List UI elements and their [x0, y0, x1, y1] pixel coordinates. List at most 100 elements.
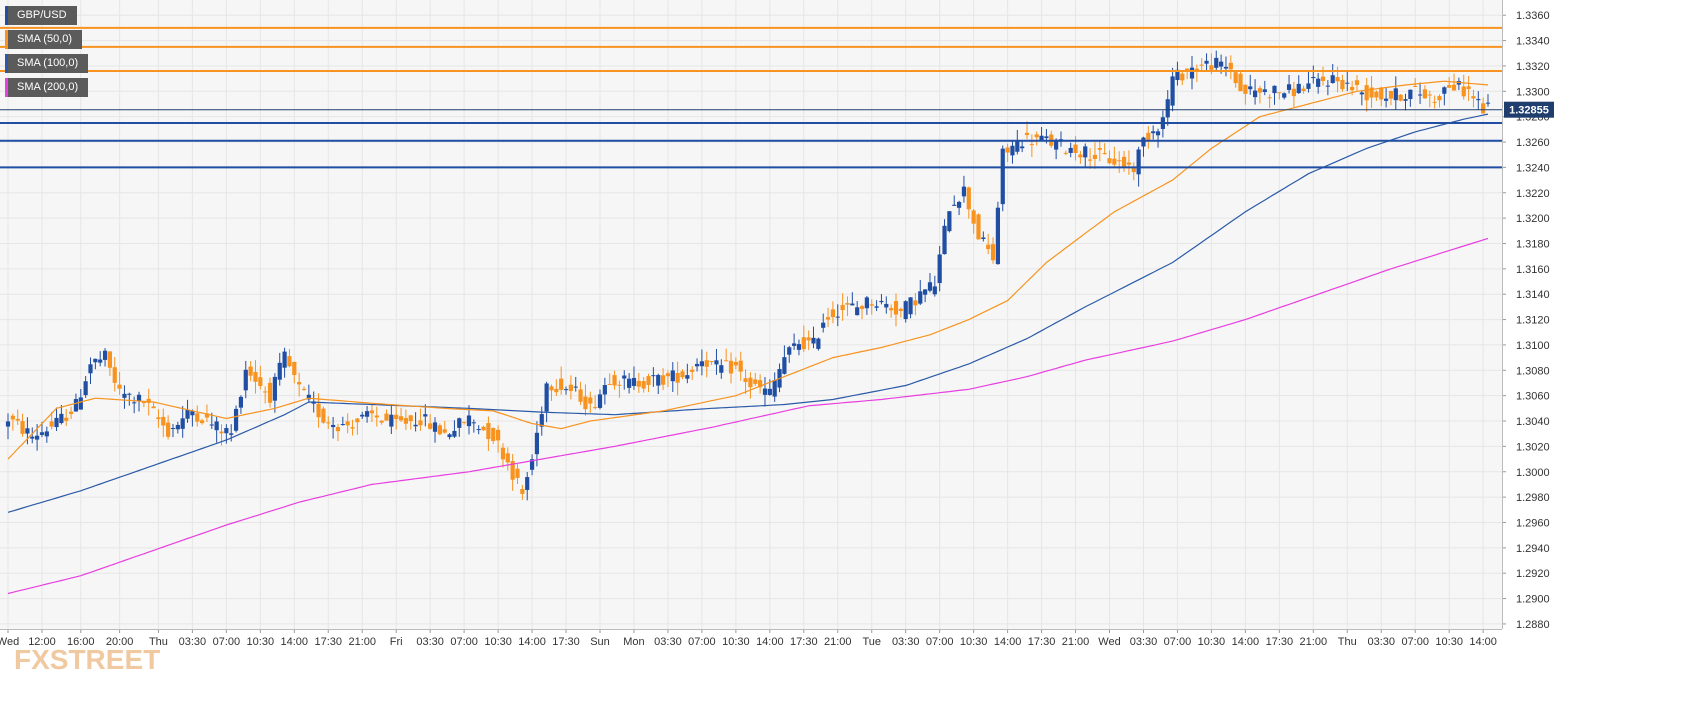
candle-body [297, 381, 302, 385]
candle-body [491, 428, 496, 441]
candle-body [1175, 69, 1180, 81]
candle-body [670, 370, 675, 382]
candle-body [520, 489, 525, 494]
x-tick-label: 10:30 [1435, 636, 1463, 648]
candle-body [243, 369, 248, 391]
candle-body [102, 350, 108, 360]
candle-body [733, 361, 738, 366]
candle-body [1107, 158, 1112, 164]
legend-color-swatch [5, 78, 8, 97]
candle-body [869, 304, 874, 306]
y-tick-label: 1.2900 [1516, 594, 1550, 606]
candle-body [685, 375, 690, 379]
candle-body [874, 306, 879, 308]
candle-body [151, 406, 156, 409]
x-tick-label: 12:00 [28, 636, 56, 648]
x-tick-label: 17:30 [1028, 636, 1056, 648]
candle-body [758, 380, 763, 388]
candle-body [947, 211, 952, 232]
candle-body [534, 432, 540, 455]
candle-body [1010, 145, 1015, 156]
candle-body [1286, 84, 1292, 90]
legend-label: SMA (50,0) [17, 33, 73, 45]
candle-body [714, 360, 719, 365]
candle-body [1408, 89, 1413, 100]
candle-body [1204, 60, 1209, 64]
candle-body [1330, 75, 1335, 84]
y-tick-label: 1.3180 [1516, 238, 1550, 250]
y-tick-label: 1.3080 [1516, 365, 1550, 377]
candle-body [1214, 57, 1219, 68]
candle-body [636, 380, 641, 387]
candle-body [1199, 64, 1204, 66]
candle-body [942, 225, 947, 255]
candle-body [83, 381, 88, 396]
candle-body [1180, 73, 1185, 81]
candle-body [209, 424, 214, 426]
x-tick-label: 21:00 [348, 636, 376, 648]
candle-body [1136, 149, 1141, 175]
x-tick-label: 10:30 [484, 636, 512, 648]
x-tick-label: 21:00 [824, 636, 852, 648]
candle-body [1461, 86, 1466, 97]
candle-body [389, 414, 394, 427]
candle-body [39, 432, 45, 435]
x-tick-label: 14:00 [1232, 636, 1260, 648]
candle-body [990, 244, 996, 261]
candle-body [316, 403, 321, 418]
x-tick-label: 21:00 [1062, 636, 1090, 648]
fxstreet-watermark: FXSTREET [14, 644, 161, 675]
candle-body [161, 416, 166, 426]
candle-body [1155, 131, 1161, 136]
x-tick-label: 20:00 [106, 636, 134, 648]
candle-body [1024, 132, 1030, 136]
candle-body [418, 420, 423, 426]
candle-body [1393, 88, 1398, 101]
y-tick-label: 1.3340 [1516, 36, 1550, 48]
candle-body [753, 379, 758, 384]
sma-50-line [7, 80, 1489, 460]
candle-body [627, 378, 632, 388]
candle-body [1306, 83, 1311, 89]
x-tick-label: Fri [390, 636, 403, 648]
candle-body [864, 297, 869, 309]
candle-body [1151, 131, 1156, 134]
candle-body [1015, 140, 1020, 152]
candle-body [1020, 146, 1025, 149]
candle-body [1398, 94, 1403, 101]
x-tick-label: 17:30 [552, 636, 580, 648]
candle-body [539, 414, 544, 427]
candle-body [845, 303, 850, 305]
y-tick-label: 1.3220 [1516, 188, 1550, 200]
candle-body [913, 300, 918, 306]
candle-body [1350, 86, 1355, 91]
candle-body [840, 304, 845, 311]
candle-body [1383, 98, 1389, 101]
candle-body [272, 376, 277, 401]
candle-body [1471, 96, 1476, 99]
candle-body [1364, 85, 1369, 101]
candle-body [112, 367, 117, 383]
candle-body [1243, 84, 1248, 94]
legend-item[interactable]: SMA (200,0) [5, 78, 89, 97]
candle-body [1083, 146, 1088, 158]
candle-body [321, 408, 326, 423]
candle-body [204, 413, 210, 418]
candle-body [1340, 79, 1345, 90]
candle-body [927, 282, 933, 291]
candle-body [156, 417, 161, 420]
candle-body [413, 424, 418, 427]
candle-body [442, 429, 447, 433]
candle-body [1374, 91, 1379, 98]
legend-item[interactable]: SMA (50,0) [5, 30, 83, 49]
legend-item[interactable]: GBP/USD [5, 6, 77, 25]
x-tick-label: 07:00 [213, 636, 241, 648]
candle-body [709, 361, 714, 363]
candle-body [1481, 103, 1486, 114]
candle-body [394, 414, 399, 420]
legend-item[interactable]: SMA (100,0) [5, 54, 89, 73]
candle-body [1403, 99, 1408, 101]
legend-color-swatch [5, 6, 8, 25]
candle-body [224, 428, 229, 434]
